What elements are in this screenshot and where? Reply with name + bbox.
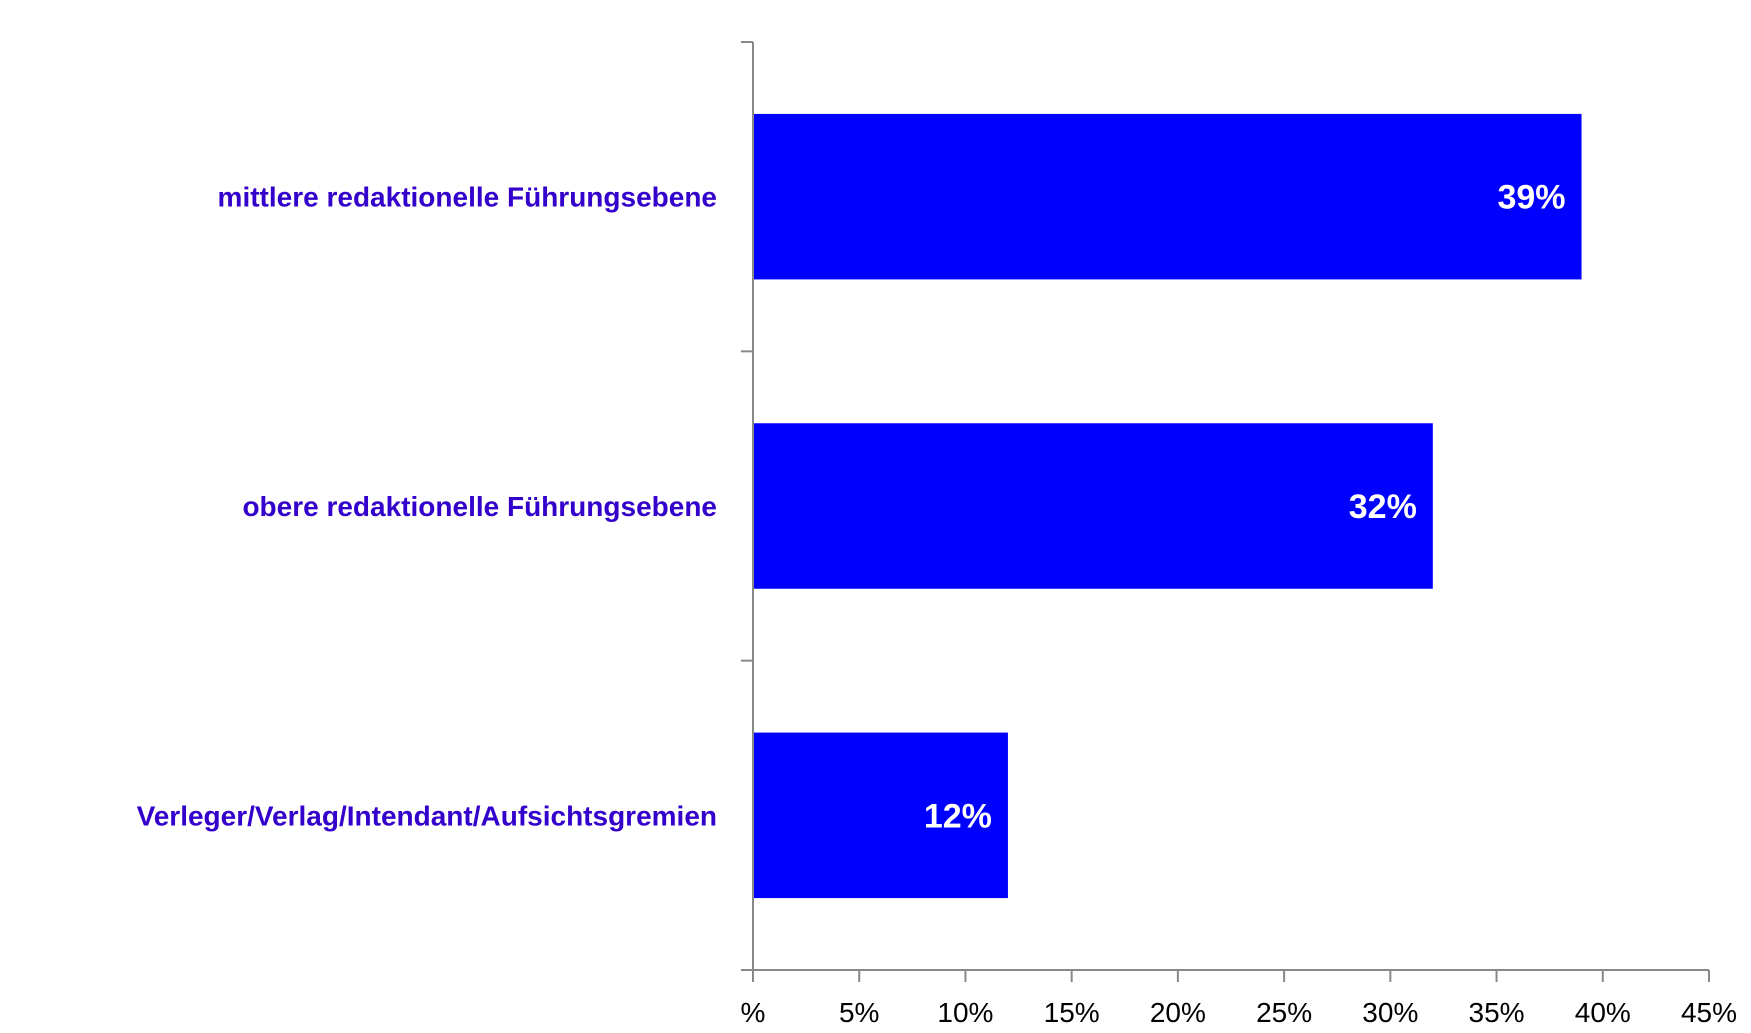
category-label: obere redaktionelle Führungsebene [242,491,717,522]
x-tick-label: 15% [1044,997,1100,1028]
category-label: Verleger/Verlag/Intendant/Aufsichtsgremi… [137,800,717,831]
data-labels-group: 39% 32% 12% [924,179,1566,836]
data-label: 39% [1497,179,1565,217]
category-label: mittlere redaktionelle Führungsebene [218,182,717,213]
x-tick-label: 40% [1575,997,1631,1028]
bars-group [753,113,1582,899]
x-tick-labels-group: % 5% 10% 15% 20% 25% 30% 35% 40% 45% [741,997,1737,1028]
x-tick-label: 10% [937,997,993,1028]
x-tick-label: 45% [1681,997,1737,1028]
x-tick-label: 5% [839,997,879,1028]
x-tick-label: 25% [1256,997,1312,1028]
axes-group [752,42,1709,971]
category-labels-group: mittlere redaktionelle Führungsebene ober… [137,182,717,832]
x-tick-label: 35% [1469,997,1525,1028]
x-tick-label: % [741,997,766,1028]
ticks-group [741,41,1710,982]
bar [753,732,1008,899]
x-tick-label: 20% [1150,997,1206,1028]
x-tick-label: 30% [1362,997,1418,1028]
bar [753,113,1582,280]
data-label: 12% [924,797,992,835]
bar [753,423,1433,589]
data-label: 32% [1349,488,1417,526]
